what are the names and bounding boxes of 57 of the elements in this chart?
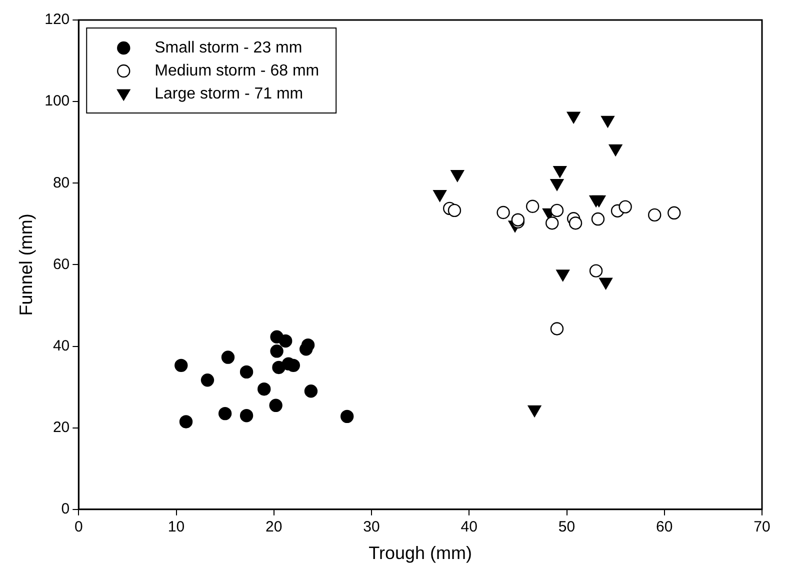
legend-label: Small storm - 23 mm [154, 39, 302, 56]
legend-label: Medium storm - 68 mm [154, 62, 320, 80]
y-tick-label: 20 [52, 418, 70, 436]
point [269, 398, 282, 412]
point [608, 144, 622, 156]
point [589, 264, 603, 278]
point [591, 212, 605, 226]
point [258, 382, 271, 396]
point [546, 216, 559, 230]
point [568, 216, 582, 230]
x-tick-label: 0 [74, 518, 83, 536]
point [270, 344, 284, 358]
point [601, 116, 614, 128]
y-tick-label: 80 [52, 174, 70, 192]
point [648, 208, 662, 222]
point [599, 278, 612, 290]
y-tick-label: 40 [52, 337, 70, 354]
point [450, 170, 464, 182]
point [340, 410, 354, 424]
y-tick-label: 60 [52, 256, 70, 273]
point [218, 406, 232, 420]
point [553, 166, 567, 178]
x-axis-title: Trough (mm) [368, 543, 472, 564]
point [556, 270, 570, 282]
point [592, 195, 606, 208]
point [526, 200, 540, 213]
point [240, 365, 254, 379]
point [200, 374, 214, 387]
y-tick-label: 0 [61, 500, 70, 518]
x-tick-label: 50 [558, 518, 576, 536]
point [304, 384, 318, 398]
x-tick-label: 20 [266, 518, 282, 536]
y-tick-label: 100 [44, 92, 70, 110]
point [448, 204, 462, 218]
point [240, 409, 254, 422]
x-tick-label: 10 [168, 518, 185, 536]
x-tick-label: 60 [656, 518, 673, 536]
point [433, 190, 446, 202]
point [550, 204, 564, 218]
point [286, 358, 300, 372]
point [221, 350, 235, 364]
point [174, 358, 188, 372]
x-tick-label: 30 [363, 518, 380, 536]
point [550, 179, 564, 191]
point [301, 338, 315, 352]
point [179, 415, 193, 428]
y-axis-title: Funnel (mm) [16, 214, 36, 316]
point [566, 112, 580, 124]
y-tick-label: 120 [44, 11, 70, 28]
x-tick-label: 70 [754, 518, 770, 536]
point [278, 334, 292, 348]
point [550, 322, 564, 336]
point [668, 206, 681, 220]
point [618, 200, 632, 214]
legend-label: Large storm - 71 mm [154, 85, 304, 102]
x-tick-label: 40 [460, 518, 478, 536]
point [496, 206, 510, 220]
